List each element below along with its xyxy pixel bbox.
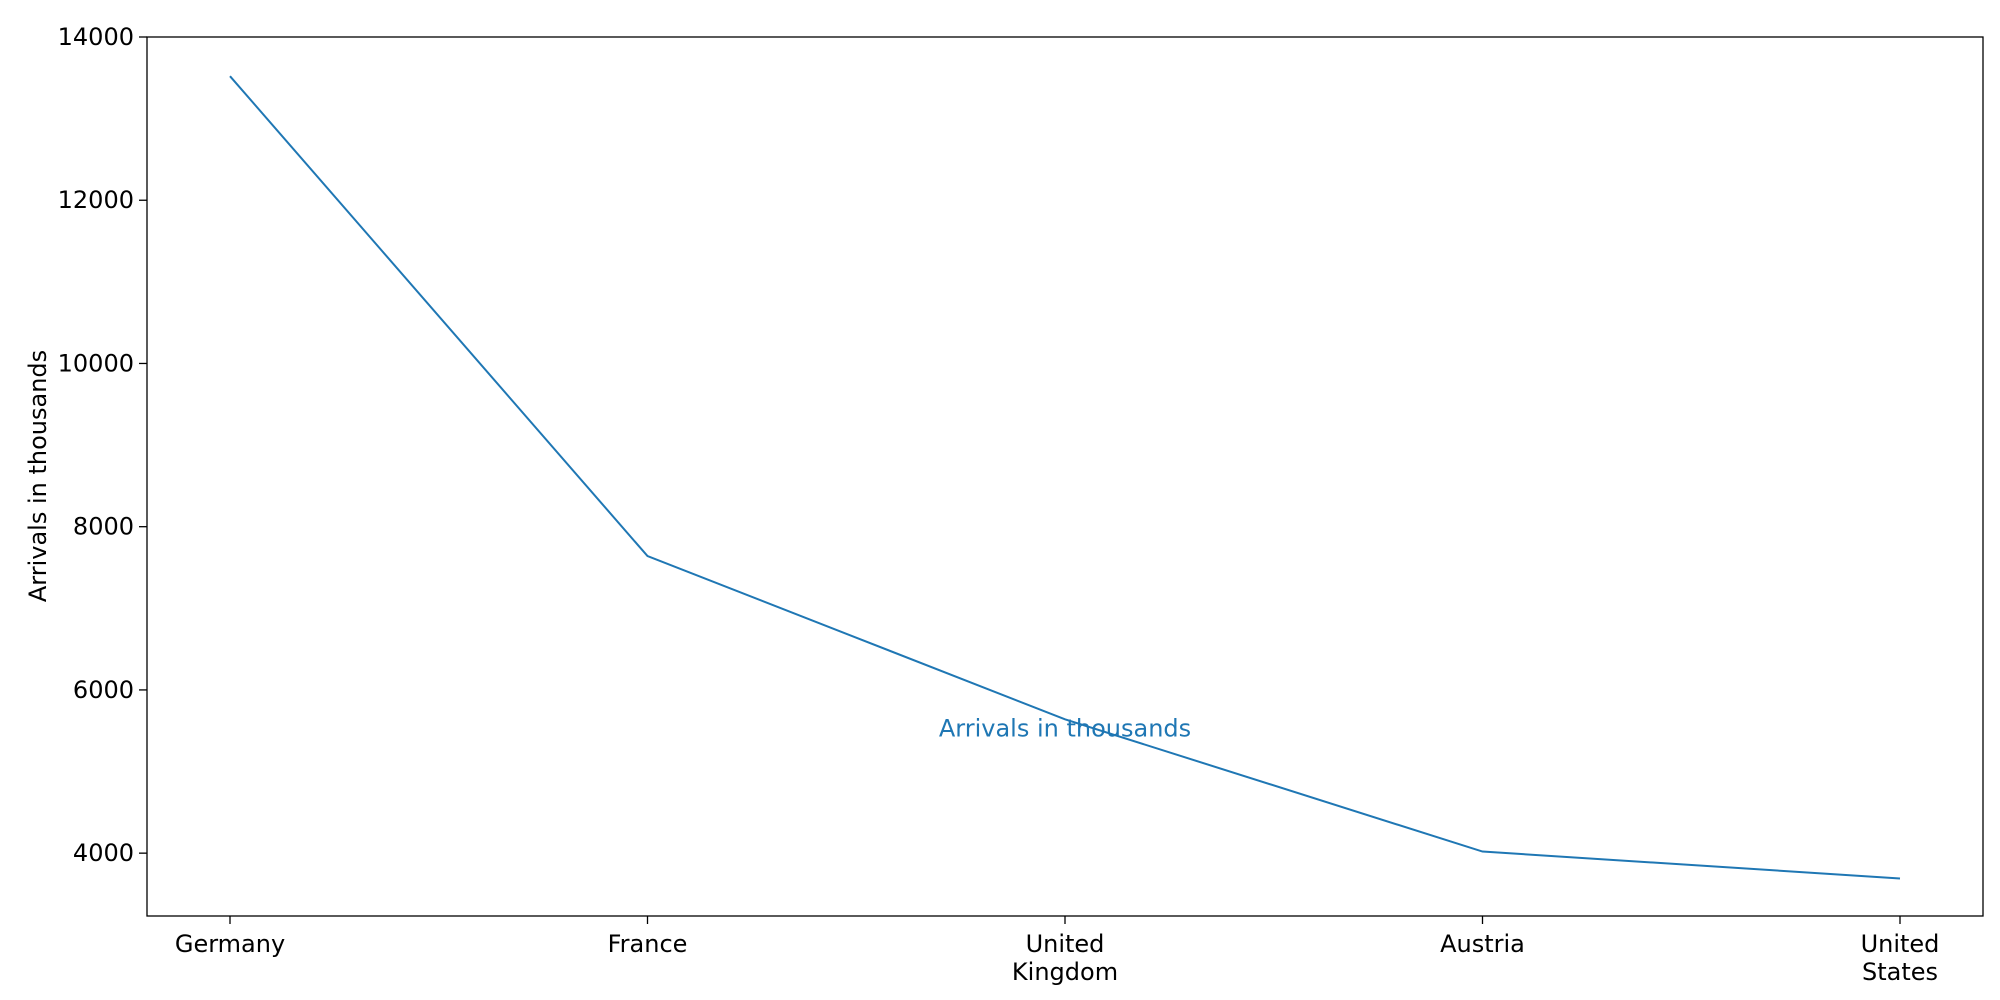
x-tick-label: United States bbox=[1861, 930, 1940, 986]
y-tick-label: 12000 bbox=[58, 186, 134, 214]
series-layer bbox=[229, 75, 1901, 880]
plot-area bbox=[146, 36, 1984, 917]
series-annotation: Arrivals in thousands bbox=[939, 714, 1191, 742]
x-tick-label: United Kingdom bbox=[1012, 930, 1118, 986]
y-tick-label: 8000 bbox=[73, 513, 134, 541]
y-tick-label: 4000 bbox=[73, 839, 134, 867]
y-axis-ticks: 4000 6000 8000 10000 12000 14000 bbox=[58, 23, 147, 867]
y-tick-label: 6000 bbox=[73, 676, 134, 704]
series-line bbox=[229, 75, 1901, 880]
y-tick-label: 10000 bbox=[58, 349, 134, 377]
x-tick-label: Austria bbox=[1440, 930, 1525, 958]
x-tick-label: France bbox=[608, 930, 688, 958]
x-tick-label: Germany bbox=[175, 930, 285, 958]
y-axis-label: Arrivals in thousands bbox=[24, 350, 52, 602]
y-tick-label: 14000 bbox=[58, 23, 134, 51]
x-axis-ticks: Germany France United Kingdom Austria United S… bbox=[175, 916, 1940, 986]
